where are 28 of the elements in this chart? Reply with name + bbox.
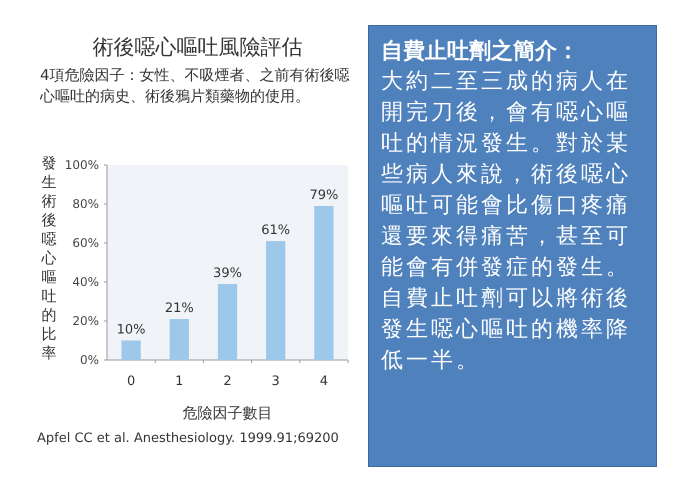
- y-tick-label: 100%: [64, 158, 99, 172]
- data-label: 61%: [261, 223, 290, 238]
- y-tick-label: 0%: [80, 353, 99, 367]
- y-tick-label: 60%: [72, 236, 99, 250]
- bar: [170, 319, 189, 360]
- y-tick-label: 40%: [72, 275, 99, 289]
- text: 大約二至三成的病人在開完刀後，會有噁心嘔吐的情況發生。對於某些病人來說，術後噁心嘔吐可能會比傷口疼痛還要來得痛苦，甚至可能會有併發症的發生。自費止吐劑可以將術後發生噁心嘔吐的機率降低一半。: [381, 69, 631, 373]
- text: 自費止吐劑之簡介：: [381, 37, 580, 66]
- x-tick-label: 3: [272, 374, 280, 389]
- bar: [218, 284, 238, 360]
- y-tick-label: 80%: [72, 197, 99, 211]
- text: Apfel CC et al. Anesthesiology. 1999.91;69200: [37, 431, 339, 446]
- data-label: 10%: [116, 322, 146, 338]
- bar: [121, 340, 141, 360]
- x-axis-title: 危險因子數目: [182, 404, 272, 422]
- bar: [314, 206, 334, 360]
- y-tick-label: 20%: [72, 314, 99, 328]
- bar: [266, 241, 286, 360]
- x-tick-label: 4: [320, 374, 328, 389]
- data-label: 79%: [309, 188, 338, 203]
- x-tick-label: 0: [126, 374, 136, 389]
- x-tick-label: 2: [223, 374, 232, 389]
- data-label: 39%: [213, 266, 242, 281]
- data-label: 21%: [164, 301, 194, 316]
- chart-title: 術後噁心嘔吐風險評估: [92, 34, 304, 61]
- text: 發生術後噁心嘔吐的比率: [42, 154, 56, 362]
- chart-subtitle: 4項危險因子：女性、不吸煙者、之前有術後噁心嘔吐的病史、術後鴉片類藥物的使用。: [40, 65, 351, 107]
- x-tick-label: 1: [175, 374, 184, 389]
